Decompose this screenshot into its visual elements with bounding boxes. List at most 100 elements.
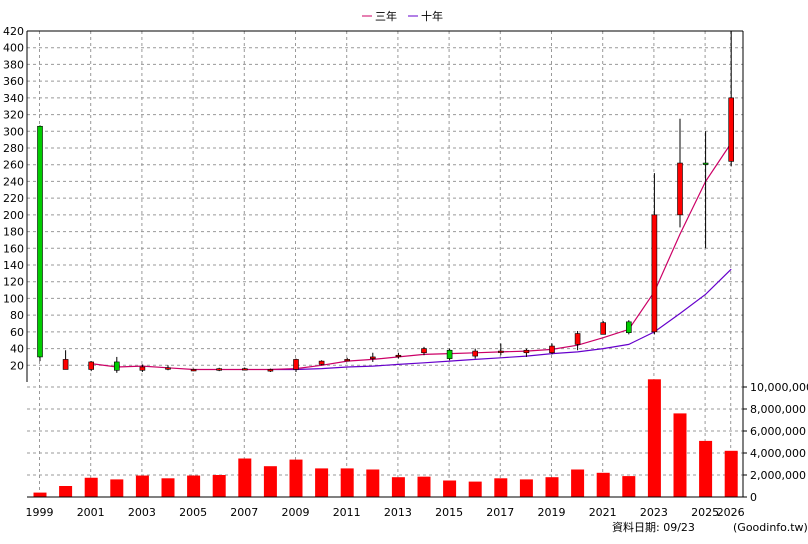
price-tick-label: 160 — [3, 242, 24, 255]
year-tick-label: 2009 — [282, 506, 310, 519]
candle — [190, 368, 197, 372]
volume-bars — [33, 379, 738, 497]
plot-frame — [26, 30, 744, 498]
volume-bar — [571, 469, 585, 497]
year-tick-label: 1999 — [26, 506, 54, 519]
volume-tick-label: 6,000,000 — [750, 425, 806, 438]
price-tick-label: 320 — [3, 109, 24, 122]
volume-bar — [33, 492, 47, 497]
candle — [395, 352, 402, 359]
candle — [242, 367, 248, 371]
volume-bar — [494, 478, 508, 497]
price-tick-label: 400 — [3, 42, 24, 55]
candle-body — [165, 367, 171, 370]
price-tick-label: 340 — [3, 92, 24, 105]
volume-bar — [110, 479, 124, 497]
price-tick-label: 280 — [3, 142, 24, 155]
year-tick-label: 2026 — [717, 506, 745, 519]
candle-body — [88, 361, 94, 370]
candle — [267, 368, 274, 372]
price-tick-label: 80 — [10, 309, 24, 322]
price-tick-label: 40 — [10, 343, 24, 356]
price-tick-label: 380 — [3, 58, 24, 71]
volume-bar — [315, 468, 329, 497]
candle-body — [37, 125, 43, 358]
price-tick-label: 360 — [3, 75, 24, 88]
candle-body — [523, 349, 530, 354]
year-tick-label: 2021 — [589, 506, 617, 519]
volume-bar — [84, 477, 98, 497]
candle — [216, 367, 222, 372]
volume-bar — [519, 479, 533, 497]
candle-body — [446, 349, 453, 359]
volume-bar — [161, 478, 175, 497]
price-tick-label: 200 — [3, 209, 24, 222]
candle — [369, 352, 376, 362]
ma3-line — [91, 142, 732, 371]
candle-body — [395, 354, 402, 358]
volume-axis: 0 2,000,000 4,000,000 6,000,000 8,000,000 10,… — [743, 381, 808, 504]
candle — [651, 173, 658, 335]
candle — [88, 361, 94, 372]
candle-body — [702, 162, 709, 165]
legend-ma10-label: 十年 — [421, 9, 443, 23]
candle-body — [472, 350, 479, 357]
year-tick-label: 2005 — [179, 506, 207, 519]
volume-bar — [135, 475, 149, 497]
year-tick-label: 2011 — [333, 506, 361, 519]
price-tick-label: 120 — [3, 276, 24, 289]
moving-average-lines — [91, 142, 732, 371]
price-tick-label: 300 — [3, 125, 24, 138]
volume-bar — [238, 458, 252, 497]
volume-bar — [443, 480, 457, 497]
candle — [114, 356, 120, 373]
candle — [728, 31, 735, 167]
price-tick-label: 420 — [3, 25, 24, 38]
candle-body — [216, 368, 222, 371]
volume-bar — [673, 413, 687, 497]
volume-bar — [366, 469, 380, 497]
year-tick-label: 2003 — [128, 506, 156, 519]
candle — [523, 348, 530, 357]
price-tick-label: 140 — [3, 259, 24, 272]
volume-bar — [59, 486, 73, 497]
year-tick-label: 2015 — [435, 506, 463, 519]
volume-bar — [289, 459, 303, 497]
candle-body — [677, 162, 683, 216]
year-tick-label: 2023 — [640, 506, 668, 519]
price-axis: 20 40 60 80 100 120 140 160 180 200 220 240 260 280 30… — [3, 25, 24, 372]
volume-tick-label: 10,000,000 — [750, 381, 808, 394]
candle-body — [600, 322, 607, 335]
volume-bar — [647, 379, 661, 497]
candle-body — [344, 359, 351, 362]
candlesticks — [37, 31, 735, 373]
candle — [165, 365, 171, 371]
candle — [549, 343, 555, 355]
candle — [293, 358, 299, 372]
candle — [702, 131, 709, 249]
legend-ma3-label: 三年 — [375, 9, 397, 23]
year-tick-label: 2001 — [77, 506, 105, 519]
price-tick-label: 20 — [10, 359, 24, 372]
volume-bar — [699, 440, 713, 497]
price-tick-label: 100 — [3, 292, 24, 305]
candle-body — [651, 214, 658, 333]
candle — [421, 346, 427, 356]
year-tick-label: 2019 — [538, 506, 566, 519]
candle — [318, 360, 325, 366]
candle-body — [574, 333, 581, 345]
candle-body — [62, 359, 69, 370]
candle — [677, 118, 683, 228]
candle-body — [421, 348, 427, 354]
candle-body — [728, 97, 735, 162]
year-tick-label: 2017 — [486, 506, 514, 519]
candle-body — [625, 321, 632, 333]
candle — [574, 331, 581, 351]
price-tick-label: 180 — [3, 226, 24, 239]
year-tick-label: 2013 — [384, 506, 412, 519]
volume-bar — [263, 466, 277, 497]
volume-tick-label: 4,000,000 — [750, 447, 806, 460]
candle-body — [114, 361, 120, 371]
volume-bar — [622, 476, 636, 497]
